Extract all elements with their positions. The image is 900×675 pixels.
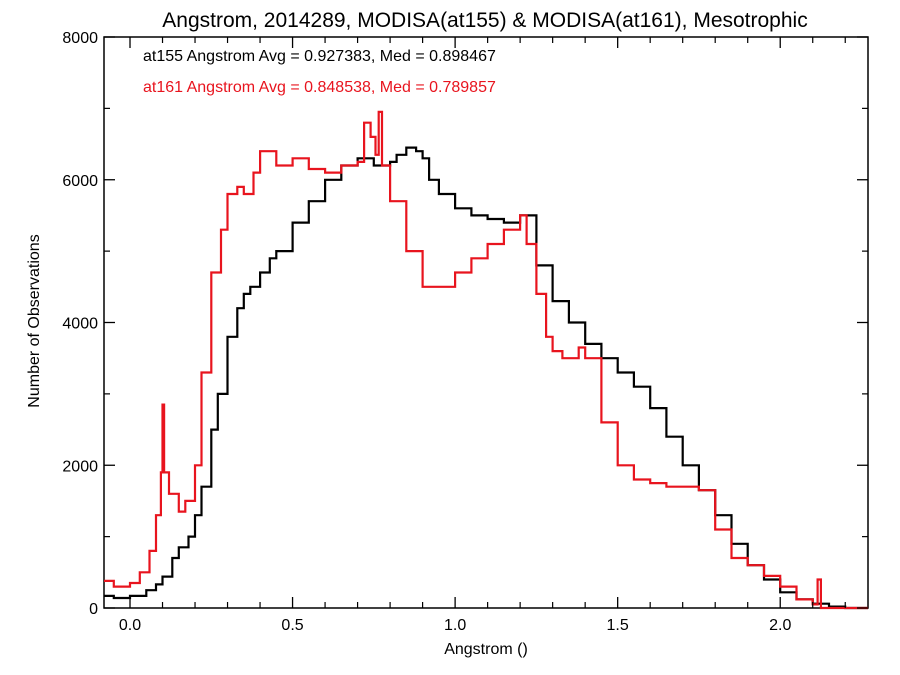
y-axis-label: Number of Observations [26, 234, 43, 407]
plot-frame [103, 36, 869, 609]
x-axis-label: Angstrom () [444, 641, 528, 658]
legend: at155 Angstrom Avg = 0.927383, Med = 0.8… [143, 48, 496, 96]
x-tick-label: 1.5 [607, 617, 629, 634]
series-layer [104, 110, 868, 610]
y-tick-label: 8000 [62, 30, 98, 47]
legend-entry-at155: at155 Angstrom Avg = 0.927383, Med = 0.8… [143, 48, 496, 65]
y-tick-label: 6000 [62, 173, 98, 190]
x-tick-label: 0.5 [281, 617, 303, 634]
x-tick-label: 0.0 [119, 617, 141, 634]
y-tick-label: 2000 [62, 458, 98, 475]
y-tick-label: 4000 [62, 316, 98, 333]
x-tick-label: 1.0 [444, 617, 466, 634]
series-line-1 [104, 110, 868, 610]
chart-title: Angstrom, 2014289, MODISA(at155) & MODIS… [162, 9, 807, 32]
x-tick-label: 2.0 [769, 617, 791, 634]
series-line-0 [104, 146, 868, 610]
ticks-layer: 0.0 0.5 1.0 1.5 2.0 0 2000 4000 6000 8000 [62, 30, 868, 634]
legend-entry-at161: at161 Angstrom Avg = 0.848538, Med = 0.7… [143, 79, 496, 96]
y-tick-label: 0 [89, 601, 98, 618]
